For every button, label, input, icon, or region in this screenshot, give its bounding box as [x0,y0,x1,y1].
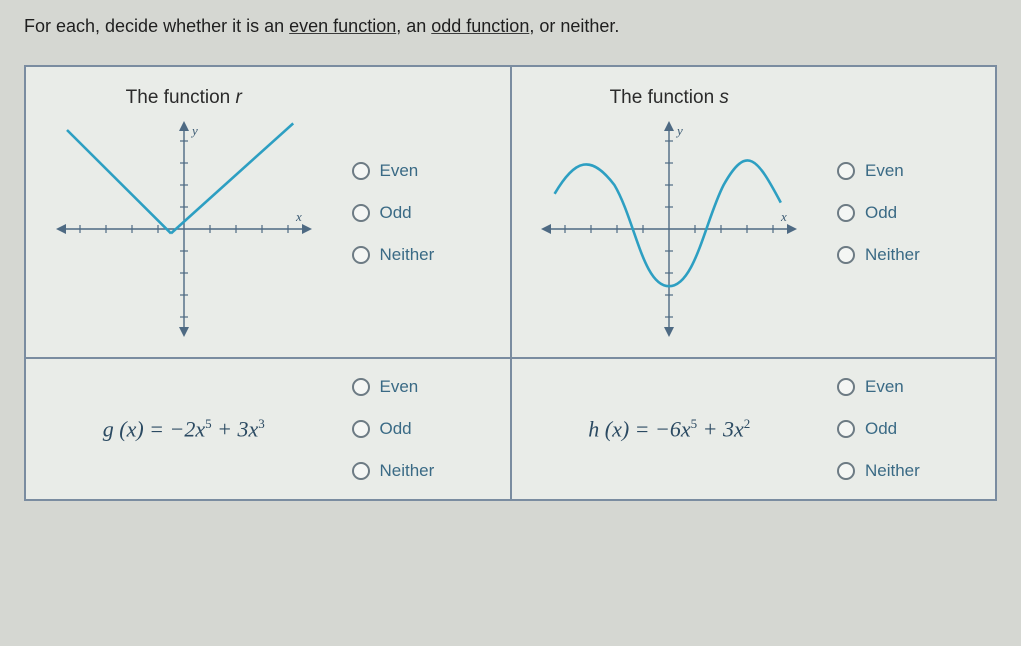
choice-s-neither[interactable]: Neither [837,245,977,265]
radio-icon [352,420,370,438]
choice-g-neither[interactable]: Neither [352,461,492,481]
choice-label: Odd [380,419,412,439]
svg-text:x: x [295,209,302,224]
choice-r-neither[interactable]: Neither [352,245,492,265]
graph-s: xy [539,119,799,339]
choice-r-odd[interactable]: Odd [352,203,492,223]
radio-icon [837,420,855,438]
svg-text:y: y [675,123,683,138]
svg-text:y: y [190,123,198,138]
title-s: The function s [610,87,729,109]
choice-h-odd[interactable]: Odd [837,419,977,439]
choice-label: Neither [380,245,435,265]
cell-function-s: The function s xy Even Odd Neither [511,66,997,358]
choice-s-odd[interactable]: Odd [837,203,977,223]
radio-icon [837,246,855,264]
radio-icon [837,378,855,396]
title-r: The function r [126,87,242,109]
radio-icon [352,462,370,480]
choice-label: Even [865,377,904,397]
question-grid: The function r xy Even Odd Neither The f… [24,65,997,501]
radio-icon [837,462,855,480]
choice-label: Neither [865,461,920,481]
choice-s-even[interactable]: Even [837,161,977,181]
graph-r: xy [54,119,314,339]
choice-h-even[interactable]: Even [837,377,977,397]
choices-r: Even Odd Neither [352,161,492,265]
radio-icon [352,246,370,264]
choice-g-odd[interactable]: Odd [352,419,492,439]
choice-label: Odd [380,203,412,223]
radio-icon [352,378,370,396]
choice-g-even[interactable]: Even [352,377,492,397]
radio-icon [837,204,855,222]
question-prompt: For each, decide whether it is an even f… [24,16,997,37]
choice-label: Odd [865,203,897,223]
choice-label: Neither [865,245,920,265]
radio-icon [837,162,855,180]
cell-function-h: h (x) = −6x5 + 3x2 Even Odd Neither [511,358,997,500]
cell-function-r: The function r xy Even Odd Neither [25,66,511,358]
choice-label: Even [380,377,419,397]
choice-h-neither[interactable]: Neither [837,461,977,481]
choice-label: Even [380,161,419,181]
choice-r-even[interactable]: Even [352,161,492,181]
choices-s: Even Odd Neither [837,161,977,265]
choices-g: Even Odd Neither [352,377,492,481]
choice-label: Neither [380,461,435,481]
cell-function-g: g (x) = −2x5 + 3x3 Even Odd Neither [25,358,511,500]
radio-icon [352,204,370,222]
choice-label: Odd [865,419,897,439]
formula-g: g (x) = −2x5 + 3x3 [103,416,265,442]
svg-text:x: x [780,209,787,224]
choice-label: Even [865,161,904,181]
choices-h: Even Odd Neither [837,377,977,481]
formula-h: h (x) = −6x5 + 3x2 [588,416,750,442]
radio-icon [352,162,370,180]
